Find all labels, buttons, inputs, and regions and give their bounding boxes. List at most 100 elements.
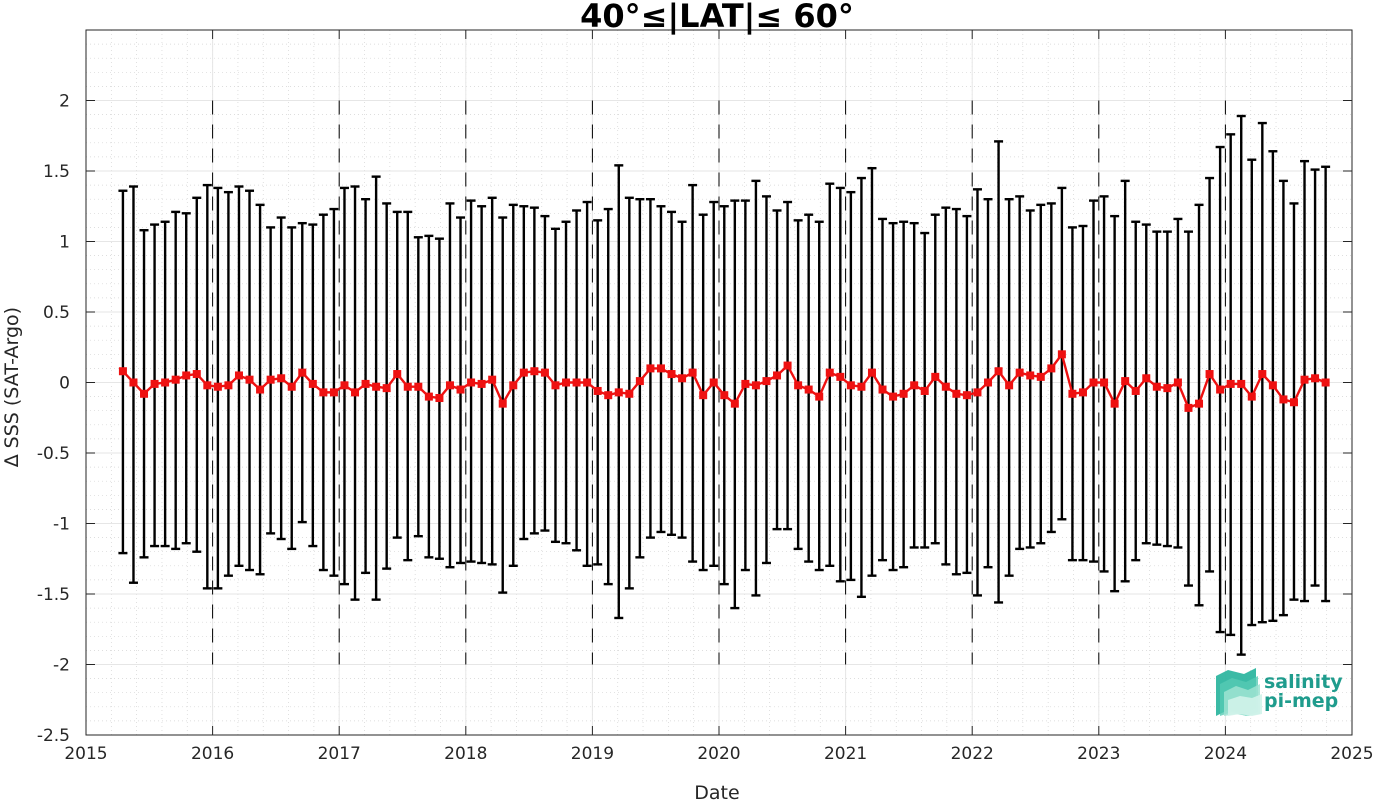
data-point bbox=[467, 378, 476, 387]
x-tick-label: 2022 bbox=[951, 744, 994, 764]
data-point bbox=[1311, 374, 1320, 383]
data-point bbox=[656, 364, 665, 373]
x-tick-label: 2017 bbox=[318, 744, 361, 764]
data-point bbox=[509, 381, 518, 390]
data-point bbox=[1279, 395, 1288, 404]
data-point bbox=[182, 371, 191, 380]
data-point bbox=[941, 382, 950, 391]
data-point bbox=[424, 392, 433, 401]
data-point bbox=[572, 378, 581, 387]
chart-title: 40°≤|LAT|≤ 60° bbox=[580, 0, 854, 36]
data-point bbox=[614, 388, 623, 397]
x-tick-label: 2019 bbox=[571, 744, 614, 764]
data-point bbox=[1089, 378, 1098, 387]
data-point bbox=[171, 375, 180, 384]
data-point bbox=[973, 388, 982, 397]
x-tick-label: 2023 bbox=[1077, 744, 1120, 764]
y-tick-label: 1.5 bbox=[43, 162, 70, 182]
y-tick-label: 2 bbox=[59, 92, 70, 112]
y-tick-label: -2 bbox=[53, 656, 70, 676]
data-point bbox=[773, 371, 782, 380]
y-axis-label: ∆ SSS (SAT-Argo) bbox=[1, 307, 23, 468]
data-point bbox=[604, 391, 613, 400]
data-point bbox=[351, 388, 360, 397]
data-point bbox=[1131, 386, 1140, 395]
data-point bbox=[994, 367, 1003, 376]
data-point bbox=[1300, 375, 1309, 384]
data-point bbox=[213, 382, 222, 391]
x-tick-label: 2015 bbox=[64, 744, 107, 764]
error-bars bbox=[118, 114, 1331, 656]
data-point bbox=[899, 389, 908, 398]
data-point bbox=[245, 375, 254, 384]
data-point bbox=[118, 367, 127, 376]
data-point bbox=[593, 386, 602, 395]
data-point bbox=[931, 372, 940, 381]
data-point bbox=[340, 381, 349, 390]
data-point bbox=[635, 377, 644, 386]
data-point bbox=[1226, 379, 1235, 388]
data-point bbox=[329, 388, 338, 397]
salinity-pi-mep-logo: salinity pi-mep bbox=[1216, 668, 1343, 716]
data-point bbox=[583, 378, 592, 387]
data-point bbox=[129, 378, 138, 387]
data-point bbox=[477, 379, 486, 388]
data-point bbox=[1163, 384, 1172, 393]
y-tick-label: -1 bbox=[53, 515, 70, 535]
data-point bbox=[984, 378, 993, 387]
data-point bbox=[1268, 381, 1277, 390]
data-point bbox=[1237, 379, 1246, 388]
data-point bbox=[540, 368, 549, 377]
data-point bbox=[1057, 350, 1066, 359]
data-point bbox=[1142, 374, 1151, 383]
data-point bbox=[1015, 368, 1024, 377]
data-point bbox=[498, 399, 507, 408]
data-point bbox=[530, 367, 539, 376]
data-point bbox=[804, 385, 813, 394]
data-point bbox=[646, 364, 655, 373]
data-point bbox=[256, 385, 265, 394]
data-point bbox=[962, 391, 971, 400]
x-tick-label: 2024 bbox=[1204, 744, 1247, 764]
data-point bbox=[319, 388, 328, 397]
data-point bbox=[1047, 364, 1056, 373]
data-point bbox=[308, 379, 317, 388]
data-point bbox=[794, 381, 803, 390]
data-point bbox=[1036, 372, 1045, 381]
data-point bbox=[192, 370, 201, 379]
data-point bbox=[1321, 378, 1330, 387]
data-point bbox=[1258, 370, 1267, 379]
data-point bbox=[857, 382, 866, 391]
data-point bbox=[889, 392, 898, 401]
data-point bbox=[1026, 371, 1035, 380]
data-point bbox=[825, 368, 834, 377]
data-point bbox=[234, 371, 243, 380]
data-point bbox=[846, 381, 855, 390]
x-axis-label: Date bbox=[694, 782, 739, 801]
data-point bbox=[688, 368, 697, 377]
logo-waves-icon bbox=[1216, 668, 1262, 716]
axes bbox=[85, 29, 1353, 736]
x-tick-label: 2016 bbox=[191, 744, 234, 764]
tick-labels: 2015 2016 2017 2018 2019 2020 2021 2022 2023 2024… bbox=[37, 92, 1374, 765]
data-point bbox=[1289, 398, 1298, 407]
year-markers bbox=[212, 100, 1226, 665]
data-point bbox=[699, 391, 708, 400]
data-point bbox=[1110, 399, 1119, 408]
logo-text-line2: pi-mep bbox=[1264, 690, 1338, 712]
data-point bbox=[361, 379, 370, 388]
y-tick-label: 0 bbox=[59, 374, 70, 394]
data-point bbox=[266, 375, 275, 384]
data-point bbox=[1216, 385, 1225, 394]
data-point bbox=[1152, 382, 1161, 391]
data-point bbox=[910, 381, 919, 390]
x-tick-label: 2025 bbox=[1330, 744, 1373, 764]
data-point bbox=[1173, 378, 1182, 387]
x-tick-label: 2018 bbox=[444, 744, 487, 764]
data-point bbox=[1068, 389, 1077, 398]
data-point bbox=[920, 386, 929, 395]
data-point bbox=[1078, 388, 1087, 397]
data-point bbox=[150, 379, 159, 388]
data-point bbox=[298, 368, 307, 377]
